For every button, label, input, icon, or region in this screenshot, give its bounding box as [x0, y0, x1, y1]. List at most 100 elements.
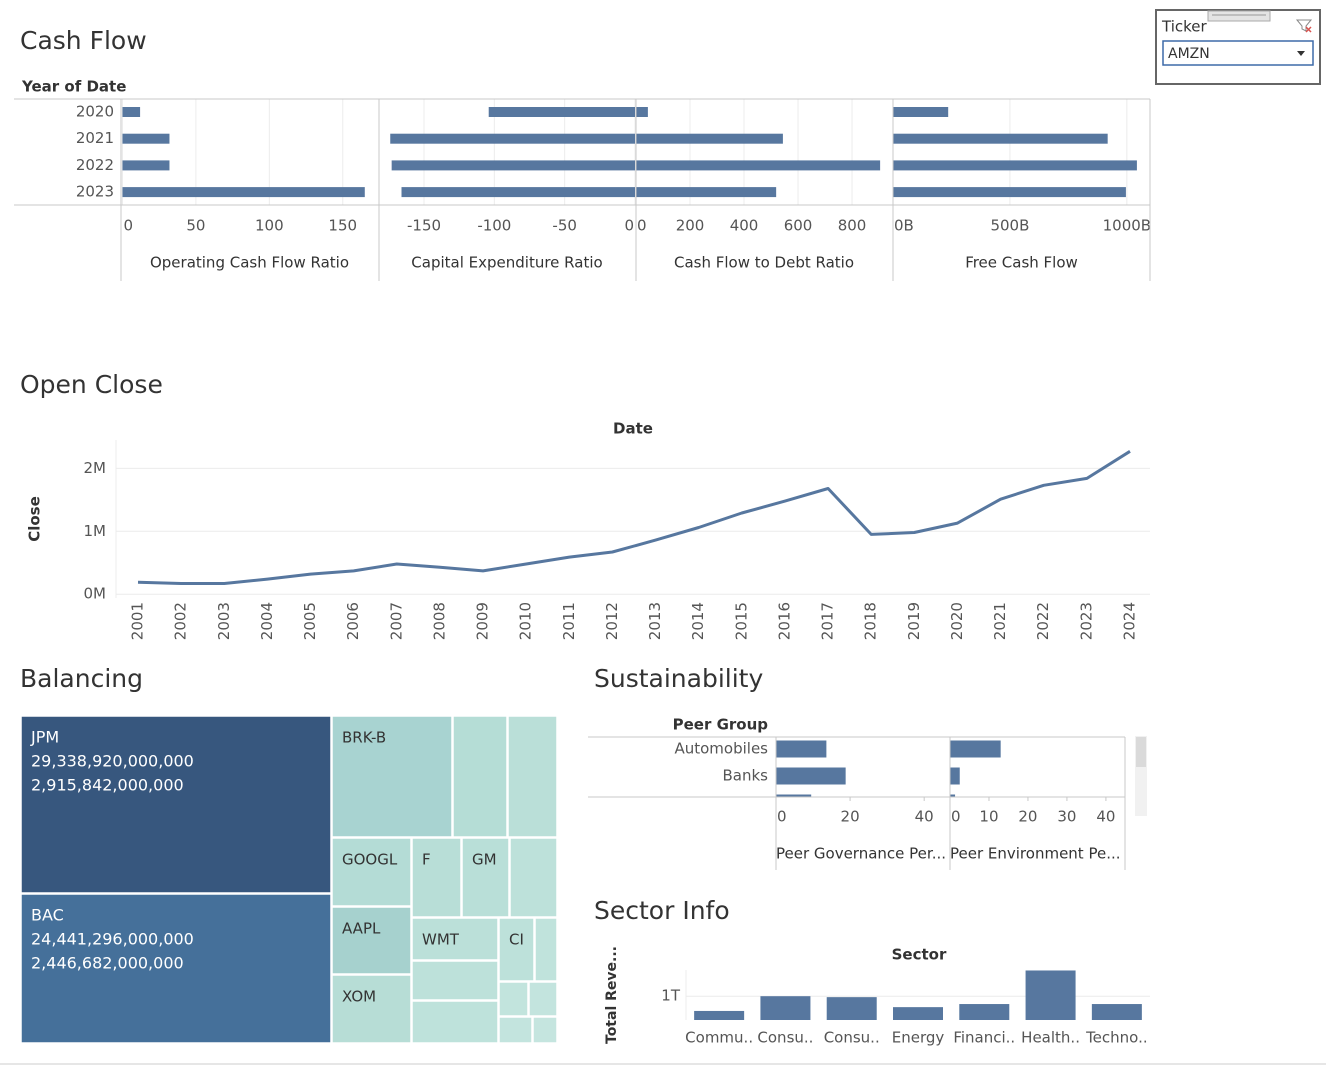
bar — [950, 740, 1001, 758]
x-tick-label: 200 — [676, 217, 705, 235]
treemap-tile — [411, 837, 462, 918]
line-series — [137, 450, 1131, 585]
tile-label: BRK-B — [342, 729, 386, 747]
tile-label: GOOGL — [342, 851, 398, 869]
treemap-tile — [498, 981, 529, 1017]
bar — [893, 187, 1126, 198]
x-tick-label: 2012 — [603, 602, 621, 640]
x-tick-label: 2009 — [474, 602, 492, 640]
x-tick-label: 2001 — [129, 602, 147, 640]
x-tick-label: -150 — [407, 217, 441, 235]
x-tick-label: 2005 — [301, 602, 319, 640]
chart-title: Open Close — [20, 370, 163, 399]
drag-grip[interactable] — [1207, 10, 1271, 22]
axis-title: Cash Flow to Debt Ratio — [674, 254, 854, 272]
chart-title: Cash Flow — [20, 26, 147, 55]
tile-label: F — [422, 851, 431, 869]
bar — [636, 107, 648, 117]
x-tick-label: 50 — [186, 217, 205, 235]
dropdown-arrow — [1297, 51, 1305, 56]
dropdown-value: AMZN — [1168, 46, 1210, 62]
ticker-filter: Ticker AMZN — [1155, 9, 1321, 85]
bar — [636, 160, 881, 171]
treemap-tile — [528, 981, 558, 1017]
axis-title: Capital Expenditure Ratio — [411, 254, 602, 272]
x-tick-label: Consu.. — [757, 1029, 813, 1047]
x-tick-label: Commu.. — [685, 1029, 753, 1047]
tile-label: JPM — [30, 728, 59, 747]
x-tick-label: Energy — [892, 1029, 945, 1047]
axis-title: Free Cash Flow — [965, 254, 1078, 272]
bar — [1025, 970, 1076, 1020]
x-tick-label: Techno.. — [1085, 1029, 1148, 1047]
chart-title: Sustainability — [594, 664, 763, 693]
x-tick-label: 150 — [328, 217, 357, 235]
row-label: Banks — [723, 767, 769, 785]
x-tick-label: 100 — [255, 217, 284, 235]
row-label: 2020 — [76, 103, 114, 121]
bar — [122, 133, 170, 144]
y-axis-title: Total Reve... — [604, 946, 620, 1044]
scroll-thumb[interactable] — [1136, 737, 1146, 767]
x-tick-label: 2007 — [387, 602, 405, 640]
tile-value: 29,338,920,000,000 — [31, 752, 194, 771]
treemap-tile — [20, 715, 332, 894]
treemap-tile — [498, 1016, 533, 1044]
bar — [122, 187, 365, 198]
x-tick-label: 0 — [624, 217, 634, 235]
bar — [391, 160, 635, 171]
x-tick-label: 10 — [979, 808, 998, 826]
x-tick-label: 400 — [730, 217, 759, 235]
x-tick-label: 600 — [784, 217, 813, 235]
bar — [950, 767, 960, 785]
x-tick-label: 1000B — [1103, 217, 1151, 235]
bar — [893, 160, 1137, 171]
bar — [636, 187, 777, 198]
bar — [760, 996, 811, 1020]
row-label: Automobiles — [674, 740, 768, 758]
x-tick-label: 2003 — [215, 602, 233, 640]
chart-title: Balancing — [20, 664, 143, 693]
x-tick-label: 0 — [777, 808, 787, 826]
x-tick-label: 0 — [951, 808, 961, 826]
bar — [776, 794, 812, 797]
x-axis-title: Sector — [892, 946, 947, 964]
bar — [122, 160, 170, 171]
y-tick-label: 1T — [661, 987, 681, 1005]
bar — [401, 187, 635, 198]
filter-label: Ticker — [1161, 18, 1207, 36]
bar — [1091, 1004, 1142, 1020]
axis-title: Operating Cash Flow Ratio — [150, 254, 349, 272]
bar — [694, 1010, 745, 1020]
y-tick-label: 1M — [84, 522, 107, 540]
x-tick-label: 0 — [123, 217, 133, 235]
treemap-tile — [507, 715, 558, 838]
y-axis-title: Close — [26, 496, 44, 542]
treemap-tile — [411, 917, 499, 961]
x-tick-label: 40 — [1096, 808, 1115, 826]
tile-label: GM — [472, 851, 497, 869]
bar — [893, 133, 1108, 144]
treemap-tile — [509, 837, 558, 918]
clear-x — [1305, 26, 1312, 33]
x-tick-label: 2011 — [560, 602, 578, 640]
treemap-tile — [534, 917, 558, 982]
treemap-tile — [331, 974, 412, 1044]
tile-label: AAPL — [342, 920, 381, 938]
x-tick-label: 2010 — [517, 602, 535, 640]
tile-value: 24,441,296,000,000 — [31, 930, 194, 949]
y-tick-label: 0M — [84, 585, 107, 603]
tile-secondary: 2,915,842,000,000 — [31, 776, 184, 795]
x-tick-label: 2023 — [1077, 602, 1095, 640]
treemap-tile — [331, 715, 453, 838]
tile-label: XOM — [342, 988, 376, 1006]
treemap-tile — [498, 917, 535, 982]
bar — [122, 107, 141, 117]
x-tick-label: 2013 — [646, 602, 664, 640]
ticker-dropdown[interactable] — [1162, 40, 1314, 66]
x-tick-label: -100 — [477, 217, 511, 235]
treemap-tile — [20, 893, 332, 1044]
x-tick-label: 2021 — [991, 602, 1009, 640]
x-tick-label: 20 — [841, 808, 860, 826]
